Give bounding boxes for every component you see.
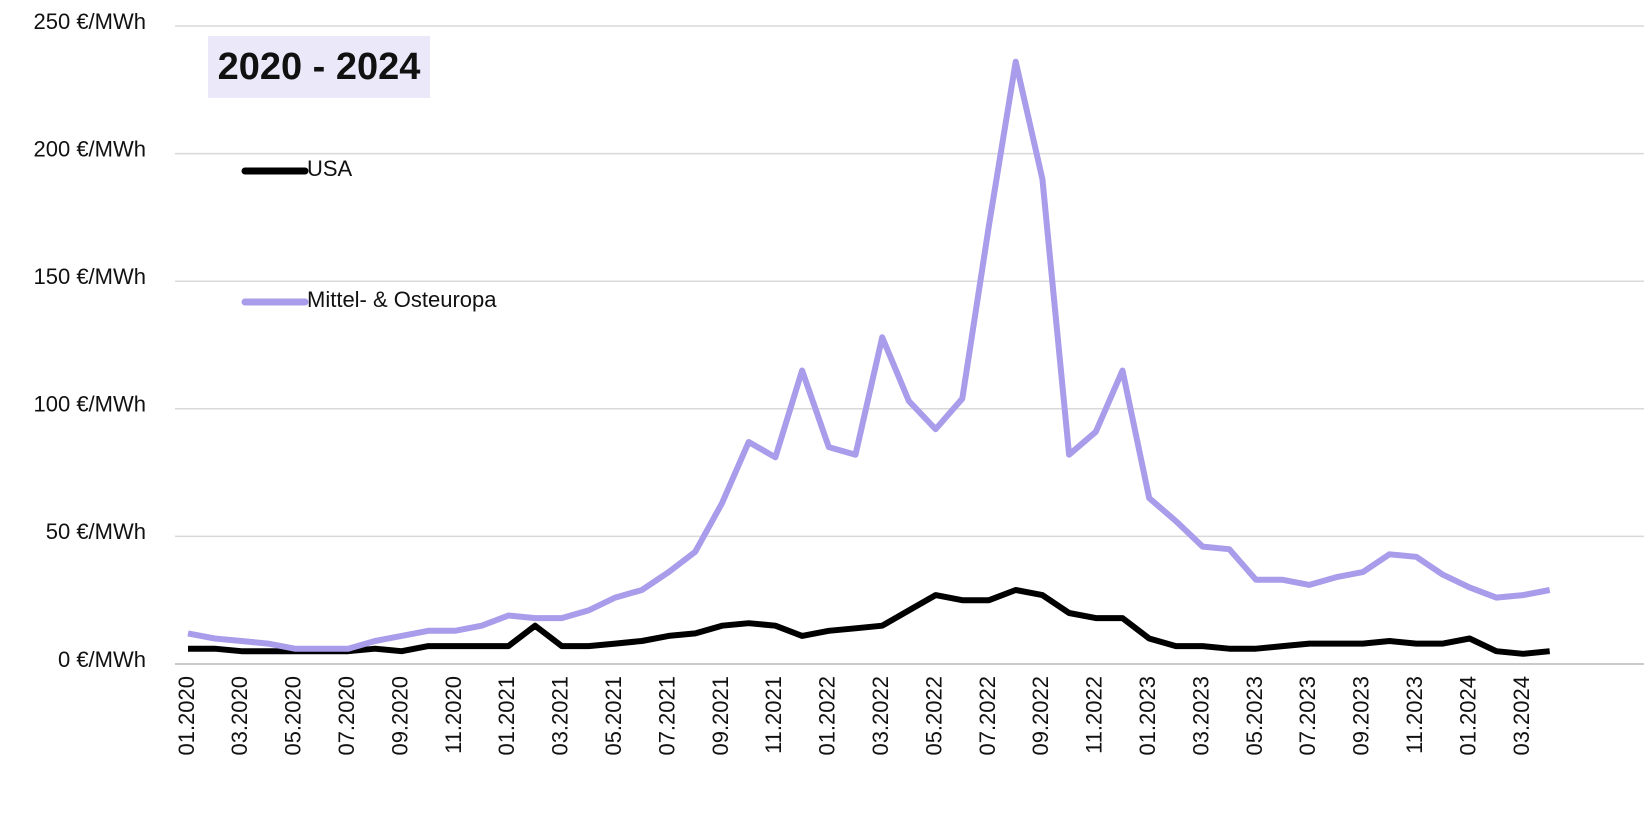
x-tick-label: 05.2021 [601,676,626,756]
x-tick-label: 01.2024 [1455,676,1480,756]
x-tick-label: 11.2020 [441,676,466,754]
x-tick-label: 05.2022 [921,676,946,756]
x-tick-label: 03.2020 [227,676,252,756]
x-tick-label: 11.2023 [1402,676,1427,754]
y-tick-label: 200 €/MWh [34,136,147,161]
x-tick-label: 07.2023 [1295,676,1320,756]
x-tick-label: 09.2020 [387,676,412,756]
x-tick-label: 07.2021 [654,676,679,756]
x-tick-label: 11.2022 [1082,676,1107,754]
x-tick-label: 01.2020 [174,676,199,756]
x-tick-label: 03.2021 [548,676,573,756]
x-tick-label: 01.2021 [494,676,519,756]
x-tick-label: 03.2023 [1188,676,1213,756]
x-tick-label: 03.2022 [868,676,893,756]
y-tick-label: 0 €/MWh [58,647,146,672]
series-line [187,58,1551,652]
x-tick-label: 09.2023 [1349,676,1374,756]
x-tick-label: 09.2022 [1028,676,1053,756]
x-tick-label: 01.2022 [815,676,840,756]
chart-title: 2020 - 2024 [218,46,421,88]
x-tick-label: 05.2020 [281,676,306,756]
x-tick-label: 11.2021 [761,676,786,754]
x-tick-label: 01.2023 [1135,676,1160,756]
x-tick-label: 03.2024 [1509,676,1534,756]
y-tick-label: 50 €/MWh [46,519,146,544]
x-tick-label: 07.2022 [975,676,1000,756]
y-tick-label: 250 €/MWh [34,9,147,34]
series-line [188,587,1550,657]
legend-label: Mittel- & Osteuropa [307,287,497,312]
title-box [208,36,430,98]
legend-label: USA [307,156,353,181]
y-tick-label: 150 €/MWh [34,264,147,289]
y-tick-label: 100 €/MWh [34,392,147,417]
x-tick-label: 09.2021 [708,676,733,756]
x-tick-label: 05.2023 [1242,676,1267,756]
x-tick-label: 07.2020 [334,676,359,756]
